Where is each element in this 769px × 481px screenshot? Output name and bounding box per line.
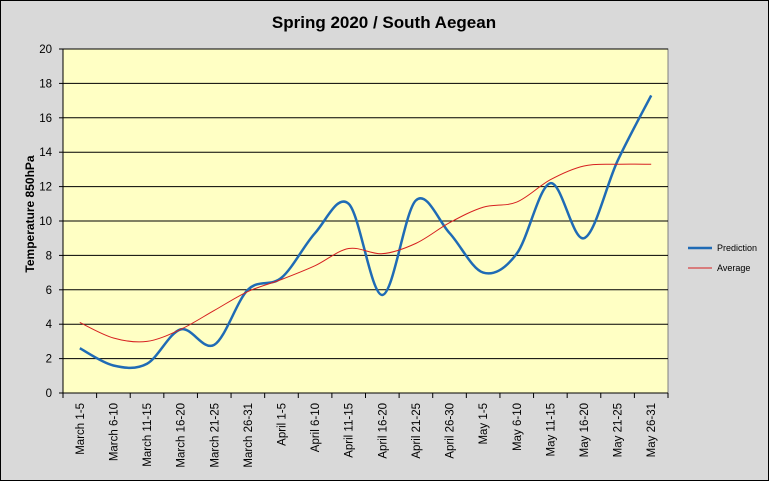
x-tick-label: May 1-5 [478,403,490,445]
x-tick-label: March 26-31 [243,403,255,468]
legend-label: Average [717,263,750,273]
x-tick-label: May 21-25 [613,403,625,457]
x-axis-ticks: March 1-5 March 6-10 March 11-15 March 16-2… [62,392,669,468]
series-lines [79,94,653,370]
y-tick-label: 14 [39,147,52,159]
x-tick-label: March 6-10 [108,403,120,461]
x-tick-label: May 6-10 [512,403,524,451]
legend: Prediction Average [688,243,757,273]
x-tick-label: March 16-20 [176,403,188,468]
x-tick-label: April 1-5 [276,403,288,446]
x-tick-label: April 16-20 [377,403,389,459]
y-tick-label: 20 [39,44,52,56]
y-tick-label: 12 [39,182,52,194]
y-tick-label: 4 [46,319,53,331]
legend-label: Prediction [717,243,757,253]
y-axis-label: Temperature 850hPa [23,155,37,272]
x-tick-label: March 1-5 [75,403,87,455]
x-tick-label: April 21-25 [411,403,423,459]
x-tick-label: April 6-10 [310,403,322,452]
x-tick-label: May 26-31 [646,403,658,457]
x-tick-label: April 11-15 [344,403,356,458]
y-tick-label: 6 [46,285,52,297]
x-tick-label: May 11-15 [545,403,557,456]
y-tick-label: 8 [46,250,52,262]
series-line-average [79,163,652,343]
y-tick-label: 10 [39,216,52,228]
x-tick-label: March 11-15 [142,403,154,467]
y-axis-ticks: 0 2 4 6 8 10 12 14 16 18 20 [39,44,64,400]
y-tick-label: 16 [39,113,52,125]
chart-title: Spring 2020 / South Aegean [272,13,496,32]
gridlines [63,48,668,360]
x-tick-label: March 21-25 [209,403,221,468]
y-tick-label: 0 [46,388,52,400]
x-tick-label: May 16-20 [579,403,591,457]
x-tick-label: April 26-30 [445,403,457,459]
y-tick-label: 2 [46,354,52,366]
y-tick-label: 18 [39,78,52,90]
